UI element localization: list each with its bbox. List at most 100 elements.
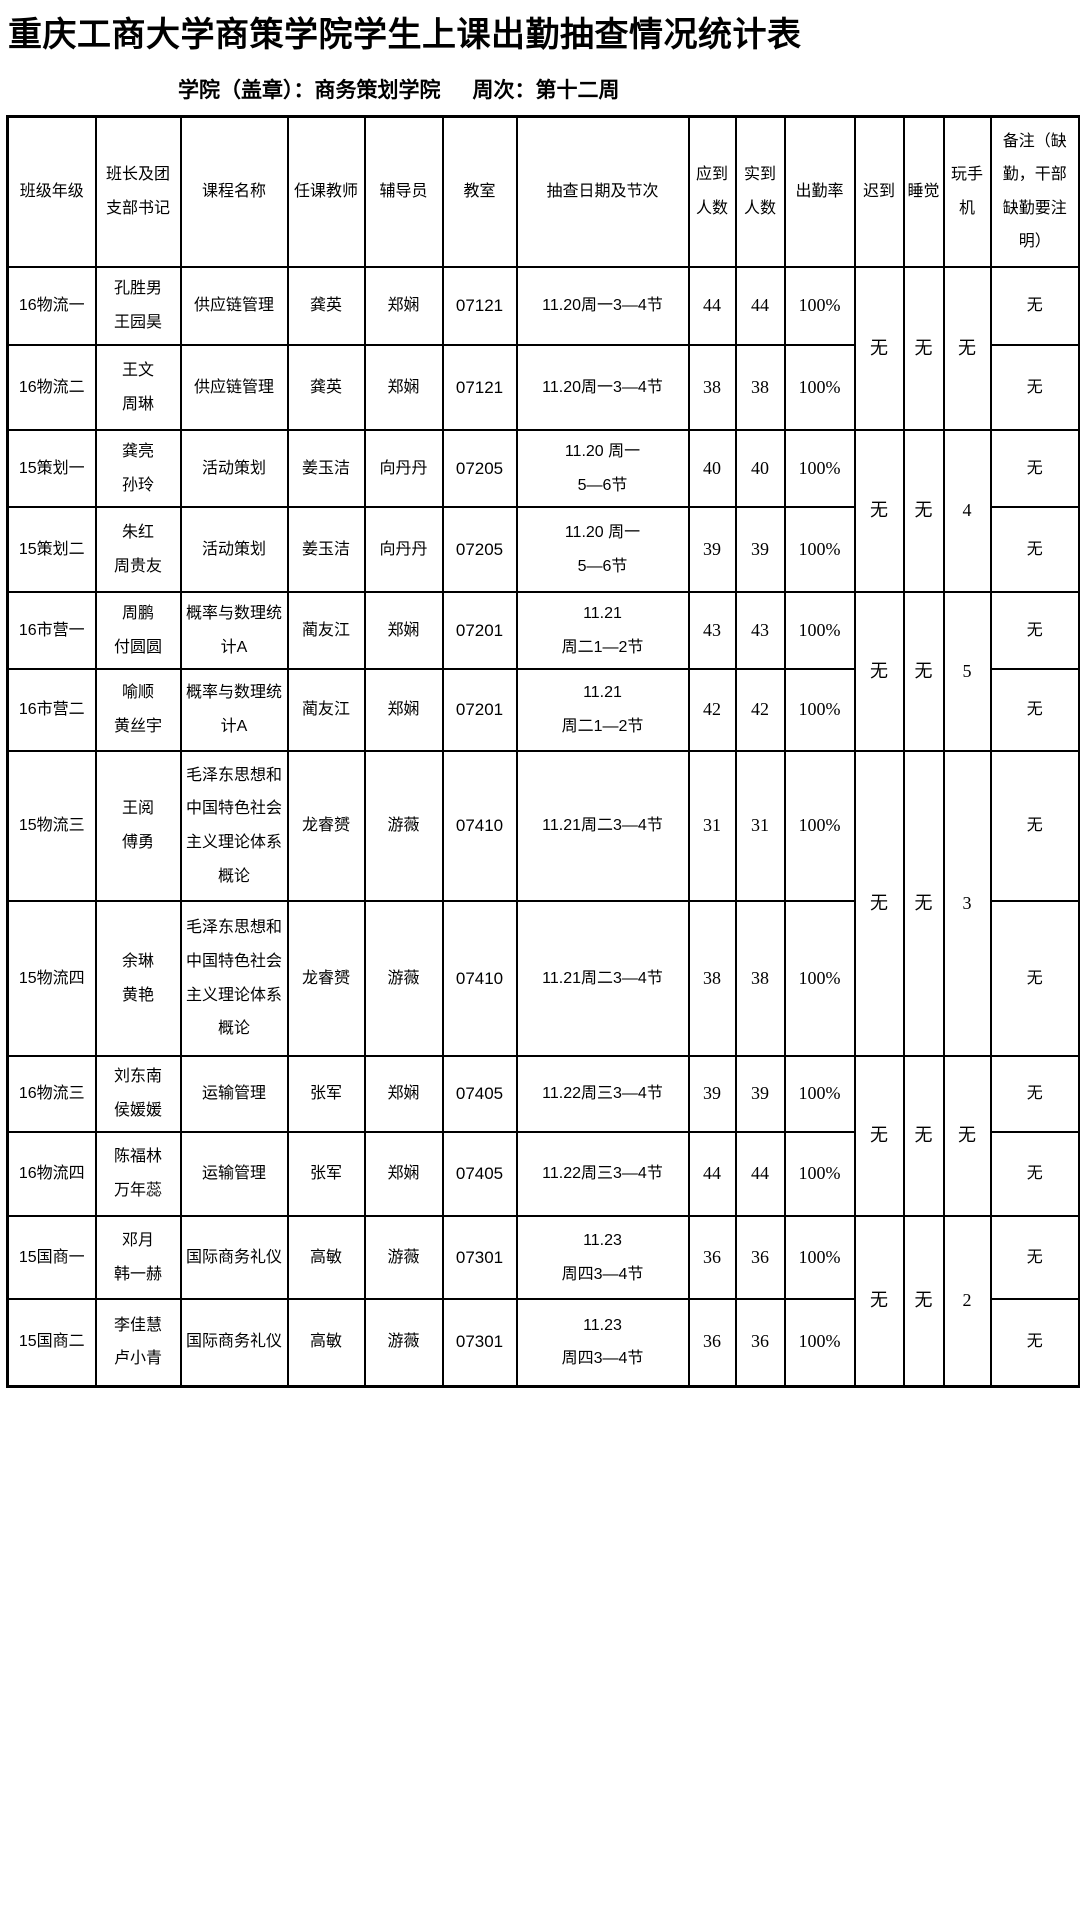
cell-date: 11.22周三3—4节 <box>515 1131 690 1217</box>
cell-leaders: 喻顺 黄丝宇 <box>94 668 182 752</box>
cell-date: 11.22周三3—4节 <box>515 1055 690 1133</box>
cell-rate: 100% <box>783 668 856 752</box>
cell-counselor: 郑娴 <box>363 266 444 346</box>
col-phone: 玩手机 <box>942 115 992 268</box>
cell-counselor: 向丹丹 <box>363 506 444 593</box>
cell-expected: 39 <box>687 506 737 593</box>
cell-phone: 2 <box>942 1215 992 1387</box>
cell-actual: 36 <box>734 1215 786 1300</box>
cell-leaders: 孔胜男 王园昊 <box>94 266 182 346</box>
col-leaders: 班长及团支部书记 <box>94 115 182 268</box>
cell-date: 11.21周二3—4节 <box>515 900 690 1057</box>
header-row: 班级年级 班长及团支部书记 课程名称 任课教师 辅导员 教室 抽查日期及节次 应到人数 实到人数… <box>6 115 1080 268</box>
cell-expected: 39 <box>687 1055 737 1133</box>
table-row: 16市营一 周鹏 付圆圆 概率与数理统计A 蔺友江 郑娴 07201 11.21 周二1—2… <box>6 591 1080 752</box>
cell-course: 毛泽东思想和中国特色社会主义理论体系概论 <box>179 750 289 902</box>
attendance-table: 班级年级 班长及团支部书记 课程名称 任课教师 辅导员 教室 抽查日期及节次 应到人数 实到人数… <box>6 114 1080 1388</box>
cell-class: 16物流一 <box>6 266 97 346</box>
cell-date: 11.20周一3—4节 <box>515 344 690 431</box>
table-body: 16物流一 孔胜男 王园昊 供应链管理 龚英 郑娴 07121 11.20周一3—4节 44 4… <box>6 266 1080 1387</box>
cell-leaders: 朱红 周贵友 <box>94 506 182 593</box>
cell-course: 运输管理 <box>179 1055 289 1133</box>
cell-room: 07121 <box>441 266 518 346</box>
cell-class: 16物流三 <box>6 1055 97 1133</box>
cell-course: 国际商务礼仪 <box>179 1298 289 1387</box>
cell-phone: 5 <box>942 591 992 752</box>
cell-counselor: 游薇 <box>363 900 444 1057</box>
col-rate: 出勤率 <box>783 115 856 268</box>
cell-remark: 无 <box>989 1298 1080 1387</box>
cell-phone: 3 <box>942 750 992 1057</box>
cell-rate: 100% <box>783 1215 856 1300</box>
cell-teacher: 龚英 <box>286 266 366 346</box>
cell-remark: 无 <box>989 750 1080 902</box>
table-row: 16物流一 孔胜男 王园昊 供应链管理 龚英 郑娴 07121 11.20周一3—4节 44 4… <box>6 266 1080 431</box>
cell-actual: 38 <box>734 900 786 1057</box>
cell-date: 11.23 周四3—4节 <box>515 1298 690 1387</box>
cell-expected: 31 <box>687 750 737 902</box>
cell-room: 07405 <box>441 1131 518 1217</box>
cell-expected: 44 <box>687 266 737 346</box>
cell-remark: 无 <box>989 506 1080 593</box>
col-actual: 实到人数 <box>734 115 786 268</box>
cell-teacher: 蔺友江 <box>286 591 366 670</box>
cell-rate: 100% <box>783 429 856 508</box>
cell-sleep: 无 <box>902 750 945 1057</box>
cell-late: 无 <box>853 591 905 752</box>
cell-phone: 无 <box>942 266 992 431</box>
cell-counselor: 郑娴 <box>363 1131 444 1217</box>
col-teacher: 任课教师 <box>286 115 366 268</box>
cell-rate: 100% <box>783 1055 856 1133</box>
cell-leaders: 邓月 韩一赫 <box>94 1215 182 1300</box>
cell-class: 16市营二 <box>6 668 97 752</box>
table-row: 16物流三 刘东南 侯媛媛 运输管理 张军 郑娴 07405 11.22周三3—4节 39 39… <box>6 1055 1080 1217</box>
cell-phone: 无 <box>942 1055 992 1217</box>
cell-class: 16物流二 <box>6 344 97 431</box>
cell-course: 运输管理 <box>179 1131 289 1217</box>
cell-teacher: 龚英 <box>286 344 366 431</box>
col-class: 班级年级 <box>6 115 97 268</box>
col-remark-label: 备注（缺勤，干部缺勤要注明） <box>1002 132 1067 251</box>
cell-course: 毛泽东思想和中国特色社会主义理论体系概论 <box>179 900 289 1057</box>
col-expected: 应到人数 <box>687 115 737 268</box>
cell-teacher: 龙睿赟 <box>286 750 366 902</box>
col-counselor: 辅导员 <box>363 115 444 268</box>
cell-room: 07121 <box>441 344 518 431</box>
cell-teacher: 蔺友江 <box>286 668 366 752</box>
cell-course: 活动策划 <box>179 429 289 508</box>
cell-leaders: 刘东南 侯媛媛 <box>94 1055 182 1133</box>
cell-room: 07205 <box>441 429 518 508</box>
cell-remark: 无 <box>989 591 1080 670</box>
cell-room: 07205 <box>441 506 518 593</box>
cell-remark: 无 <box>989 1215 1080 1300</box>
cell-remark: 无 <box>989 429 1080 508</box>
cell-sleep: 无 <box>902 1215 945 1387</box>
col-late: 迟到 <box>853 115 905 268</box>
cell-date: 11.21周二3—4节 <box>515 750 690 902</box>
table-header: 班级年级 班长及团支部书记 课程名称 任课教师 辅导员 教室 抽查日期及节次 应到人数 实到人数… <box>6 115 1080 268</box>
table-row: 15物流四 余琳 黄艳 毛泽东思想和中国特色社会主义理论体系概论 龙睿赟 游薇 07410… <box>6 900 1080 1057</box>
cell-counselor: 向丹丹 <box>363 429 444 508</box>
cell-class: 15策划二 <box>6 506 97 593</box>
cell-remark: 无 <box>989 344 1080 431</box>
cell-class: 15国商二 <box>6 1298 97 1387</box>
cell-actual: 39 <box>734 1055 786 1133</box>
cell-counselor: 郑娴 <box>363 344 444 431</box>
cell-actual: 44 <box>734 266 786 346</box>
cell-date: 11.23 周四3—4节 <box>515 1215 690 1300</box>
cell-teacher: 张军 <box>286 1131 366 1217</box>
cell-date: 11.20 周一 5—6节 <box>515 429 690 508</box>
col-room: 教室 <box>441 115 518 268</box>
cell-date: 11.21 周二1—2节 <box>515 591 690 670</box>
cell-rate: 100% <box>783 1298 856 1387</box>
cell-teacher: 高敏 <box>286 1215 366 1300</box>
cell-remark: 无 <box>989 266 1080 346</box>
cell-late: 无 <box>853 1215 905 1387</box>
cell-sleep: 无 <box>902 429 945 593</box>
cell-class: 16物流四 <box>6 1131 97 1217</box>
cell-actual: 31 <box>734 750 786 902</box>
table-row: 16物流四 陈福林 万年蕊 运输管理 张军 郑娴 07405 11.22周三3—4节 44 44… <box>6 1131 1080 1217</box>
cell-room: 07201 <box>441 668 518 752</box>
cell-sleep: 无 <box>902 1055 945 1217</box>
cell-course: 概率与数理统计A <box>179 668 289 752</box>
